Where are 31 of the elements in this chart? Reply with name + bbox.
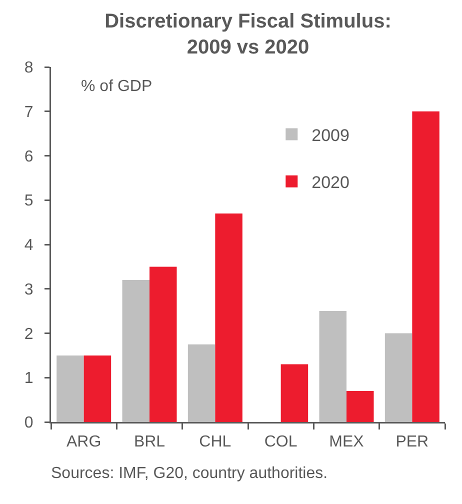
y-tick-label: 0 — [24, 414, 34, 432]
bar — [384, 333, 412, 422]
y-tick-label: 3 — [24, 281, 34, 298]
x-tick-label: PER — [396, 434, 429, 451]
y-tick-label: 4 — [24, 237, 34, 254]
y-tick-label: 5 — [24, 192, 34, 210]
x-tick-label: BRL — [134, 434, 166, 451]
legend-label: 2020 — [312, 172, 350, 192]
source-note: Sources: IMF, G20, country authorities. — [51, 465, 328, 482]
bar — [412, 111, 440, 422]
bar — [122, 280, 150, 422]
y-tick-label: 1 — [24, 370, 34, 388]
y-axis-title: % of GDP — [81, 78, 152, 95]
y-tick-label: 8 — [24, 60, 34, 77]
bar — [346, 390, 374, 422]
legend-label: 2009 — [312, 126, 350, 145]
y-tick-label: 6 — [24, 148, 34, 166]
x-tick-label: COL — [264, 434, 298, 451]
bar — [188, 344, 216, 422]
chart-title: Discretionary Fiscal Stimulus: 2009 vs 2020 — [104, 10, 392, 59]
y-tick-label: 7 — [24, 104, 34, 121]
bar — [56, 355, 84, 422]
bar — [280, 364, 308, 422]
bar — [84, 355, 112, 422]
bar — [319, 311, 346, 422]
y-tick-label: 2 — [24, 326, 34, 343]
bar — [215, 213, 242, 422]
x-tick-label: MEX — [329, 434, 364, 451]
bar — [150, 266, 177, 422]
x-tick-label: ARG — [66, 434, 102, 451]
x-tick-label: CHL — [199, 434, 232, 451]
